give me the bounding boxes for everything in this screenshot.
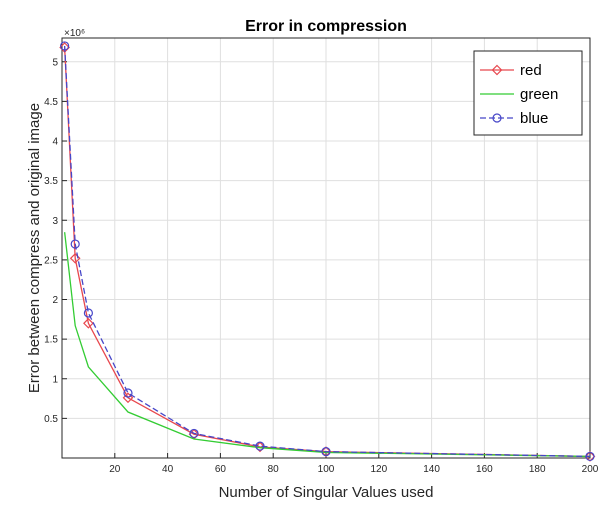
x-tick-label: 60 bbox=[215, 464, 227, 475]
legend-label: blue bbox=[520, 110, 548, 127]
x-tick-label: 200 bbox=[582, 464, 599, 475]
series-green bbox=[63, 232, 591, 458]
blue-data-point bbox=[585, 451, 595, 462]
series-blue bbox=[60, 41, 595, 462]
y-tick-label: 4.5 bbox=[44, 97, 58, 108]
red-series-line bbox=[63, 47, 591, 458]
green-series-line bbox=[63, 232, 591, 458]
y-exponent-label: ×10⁶ bbox=[64, 28, 85, 39]
y-tick-label: 5 bbox=[52, 57, 58, 68]
x-tick-label: 160 bbox=[476, 464, 493, 475]
red-data-point bbox=[59, 42, 70, 53]
blue-data-point bbox=[123, 388, 133, 398]
x-tick-label: 20 bbox=[109, 464, 121, 475]
y-tick-label: 2 bbox=[52, 295, 58, 306]
blue-data-point bbox=[255, 441, 265, 451]
legend-label: red bbox=[520, 62, 542, 79]
legend: red green blue bbox=[473, 50, 583, 136]
y-tick-label: 3.5 bbox=[44, 176, 58, 187]
x-tick-label: 80 bbox=[268, 464, 280, 475]
x-tick-label: 100 bbox=[318, 464, 335, 475]
y-tick-label: 4 bbox=[52, 137, 58, 148]
blue-data-point bbox=[189, 428, 199, 439]
x-tick-label: 180 bbox=[529, 464, 546, 475]
blue-data-point bbox=[321, 447, 331, 457]
blue-data-point bbox=[70, 239, 80, 249]
chart-title: Error in compression bbox=[245, 18, 407, 35]
legend-swatch-marker bbox=[491, 64, 503, 76]
y-tick-label: 1.5 bbox=[44, 335, 58, 346]
x-tick-label: 120 bbox=[370, 464, 387, 475]
blue-data-point bbox=[60, 41, 70, 51]
y-tick-label: 2.5 bbox=[44, 255, 58, 266]
legend-swatch-marker bbox=[492, 113, 502, 123]
blue-data-point bbox=[83, 308, 94, 318]
y-axis-label: Error between compress and original imag… bbox=[26, 103, 43, 393]
series-layer bbox=[59, 41, 596, 462]
red-data-point bbox=[83, 317, 94, 329]
legend-label: green bbox=[520, 86, 558, 103]
legend-item-blue: blue bbox=[480, 110, 548, 127]
y-tick-layer: 0.5 1 1.5 2 2.5 3 3.5 4 4.5 5 bbox=[44, 57, 67, 425]
y-tick-label: 0.5 bbox=[44, 414, 58, 425]
legend-item-red: red bbox=[480, 62, 542, 79]
x-tick-layer: 20 40 60 80 100 120 140 160 180 200 bbox=[109, 453, 599, 475]
x-axis-label: Number of Singular Values used bbox=[219, 484, 434, 501]
x-tick-label: 40 bbox=[162, 464, 174, 475]
y-tick-label: 1 bbox=[52, 374, 58, 385]
y-tick-label: 3 bbox=[52, 216, 58, 227]
x-tick-label: 140 bbox=[423, 464, 440, 475]
blue-series-line bbox=[63, 45, 591, 458]
legend-items: red green blue bbox=[480, 62, 558, 127]
legend-box bbox=[473, 50, 583, 136]
legend-item-green: green bbox=[480, 86, 558, 103]
